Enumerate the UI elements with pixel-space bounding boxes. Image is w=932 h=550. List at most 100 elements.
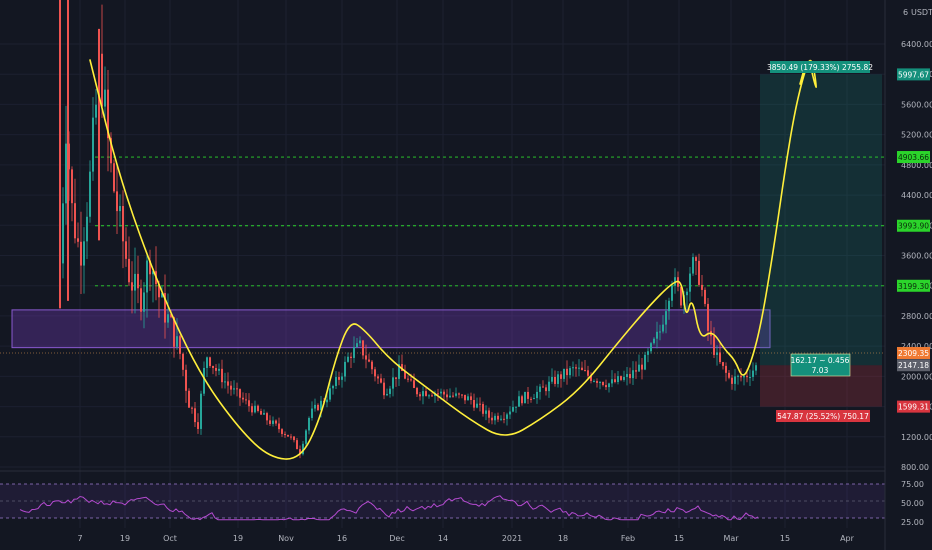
candle-body xyxy=(386,393,388,396)
candle-body xyxy=(311,408,313,418)
candle-body xyxy=(611,379,613,384)
candle-body xyxy=(164,293,166,323)
candle-body xyxy=(401,364,403,371)
candle-body xyxy=(302,443,304,455)
candle-body xyxy=(389,388,391,394)
vertical-grid xyxy=(79,0,848,528)
candle-body xyxy=(224,381,226,383)
candle-body xyxy=(398,364,400,379)
candle-body xyxy=(272,420,274,424)
candle-body xyxy=(209,357,211,366)
candle-body xyxy=(647,351,649,355)
candle-body xyxy=(479,403,481,405)
candle-body xyxy=(248,400,250,407)
position-info-line-1: 162.17 ~ 0.456 xyxy=(791,356,850,365)
price-tick-label: 6400.00 xyxy=(901,40,932,49)
candle-body xyxy=(596,380,598,383)
candle-body xyxy=(704,289,706,304)
stop-price-tag-bg xyxy=(897,400,930,413)
candle-body xyxy=(602,382,604,386)
candle-body xyxy=(551,376,553,382)
candle-body xyxy=(563,368,565,379)
candle-body xyxy=(395,377,397,379)
long-position-profit-box[interactable] xyxy=(760,74,882,366)
candle-body xyxy=(428,395,430,397)
candle-body xyxy=(140,288,142,312)
rsi-tick-label: 25.00 xyxy=(901,518,924,527)
resistance-zone[interactable] xyxy=(11,309,771,349)
candle-body xyxy=(419,394,421,397)
price-tick-label: 3600.00 xyxy=(901,252,932,261)
candle-body xyxy=(416,387,418,395)
candle-body xyxy=(137,273,139,289)
entry-price-tag-bg xyxy=(897,359,930,372)
candle-body xyxy=(359,340,361,344)
hand-drawn-pattern-curve[interactable] xyxy=(89,59,817,460)
candle-body xyxy=(308,417,310,431)
candle-body xyxy=(536,391,538,399)
candle-body xyxy=(665,311,667,325)
candle-body xyxy=(299,449,301,455)
time-tick-label: Dec xyxy=(389,534,404,543)
candle-body xyxy=(443,391,445,395)
candle-body xyxy=(515,406,517,408)
candle-body xyxy=(233,388,235,390)
candle-body xyxy=(695,257,697,261)
candle-body xyxy=(110,138,112,164)
candle-body xyxy=(731,377,733,384)
candle-body xyxy=(599,382,601,384)
profit-box-text: 3850.49 (179.33%) 2755.82 xyxy=(767,63,873,72)
candle-body xyxy=(314,404,316,409)
time-tick-label: Nov xyxy=(278,534,294,543)
candle-body xyxy=(635,370,637,372)
target-price-tag: 5997.67 xyxy=(898,70,929,79)
stop-price-tag: 1599.31 xyxy=(898,403,929,412)
position-info-line-2: 7.03 xyxy=(812,366,829,375)
candle-body xyxy=(608,383,610,388)
candle-body xyxy=(632,370,634,379)
candle-body xyxy=(482,404,484,414)
candle-body xyxy=(497,415,499,420)
candle-body xyxy=(437,393,439,395)
candle-body xyxy=(263,413,265,415)
candle-body xyxy=(521,396,523,404)
candle-body xyxy=(464,394,466,401)
candle-body xyxy=(692,257,694,274)
loss-box-label: 547.87 (25.52%) 750.17 xyxy=(776,410,870,422)
candle-body xyxy=(485,410,487,414)
candle-body xyxy=(203,367,205,394)
current-price-tag-bg xyxy=(897,346,930,359)
candle-body xyxy=(488,410,490,418)
candlestick-series xyxy=(59,0,757,459)
time-tick-label: Oct xyxy=(163,534,177,543)
candle-body xyxy=(449,395,451,398)
candle-body xyxy=(86,216,88,242)
candle-body xyxy=(341,376,343,380)
time-tick-label: 2021 xyxy=(502,534,522,543)
candle-body xyxy=(116,191,118,212)
candle-body xyxy=(275,420,277,424)
candle-body xyxy=(128,258,130,283)
candle-body xyxy=(107,89,109,139)
time-tick-label: 14 xyxy=(438,534,448,543)
candle-body xyxy=(194,408,196,423)
candle-body xyxy=(119,206,121,212)
time-tick-label: Mar xyxy=(723,534,739,543)
candle-body xyxy=(713,336,715,355)
current-price-tag: 2309.35 xyxy=(898,349,929,358)
candle-body xyxy=(458,393,460,395)
price-tick-label: 5600.00 xyxy=(901,100,932,109)
candle-body xyxy=(494,415,496,421)
candle-body xyxy=(251,406,253,413)
candle-body xyxy=(431,395,433,397)
candle-body xyxy=(176,336,178,347)
candle-body xyxy=(122,206,124,242)
level-tag-3-bg xyxy=(897,279,930,292)
candle-body xyxy=(413,380,415,388)
time-tick-label: Feb xyxy=(621,534,635,543)
time-tick-label: 18 xyxy=(558,534,568,543)
candle-body xyxy=(629,374,631,379)
candle-body xyxy=(242,397,244,400)
candle-body xyxy=(410,379,412,381)
